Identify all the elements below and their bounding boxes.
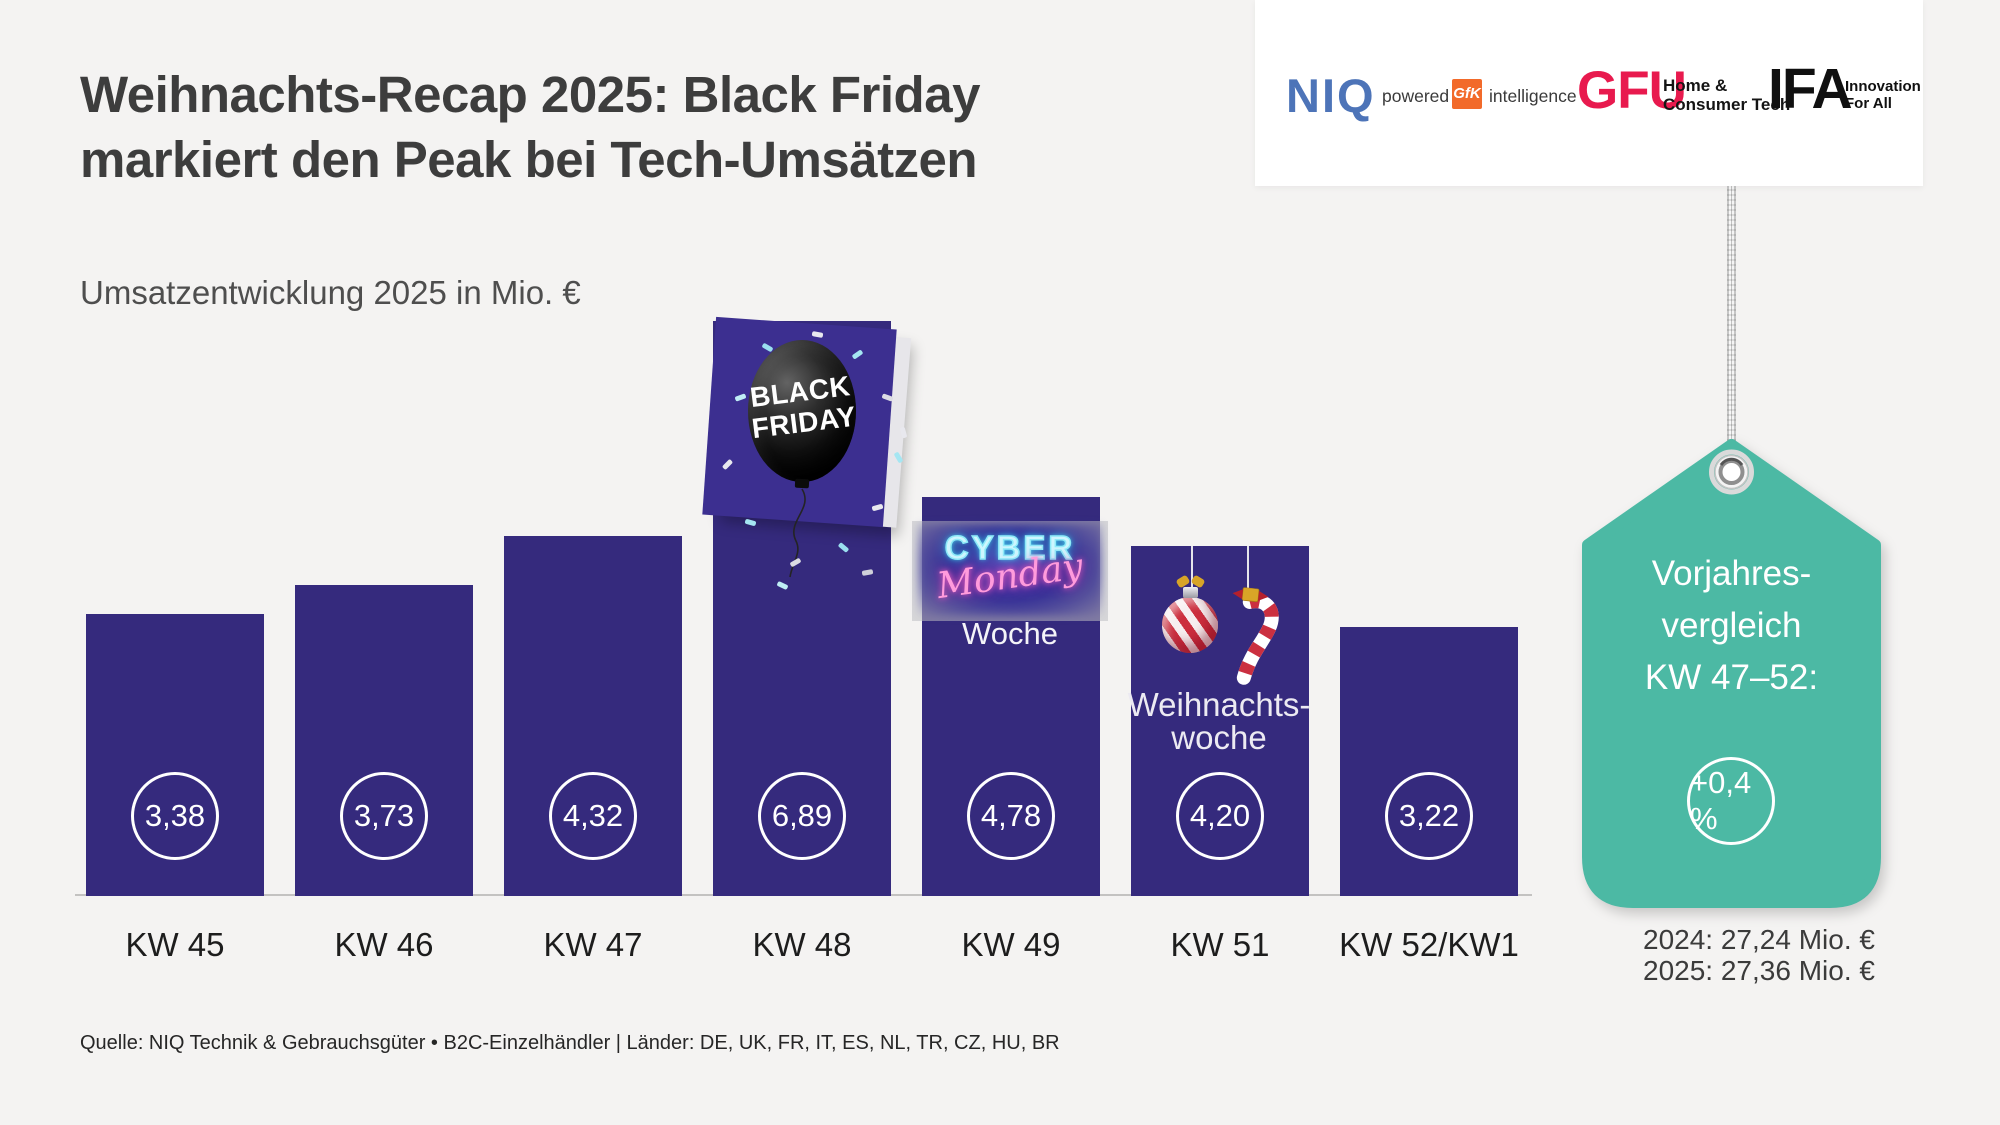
ornament-string-icon: [1191, 546, 1193, 599]
value-label: 6,89: [771, 798, 833, 833]
value-circle: 4,78: [967, 772, 1055, 860]
value-circle: 3,38: [131, 772, 219, 860]
bar-KW 45: 3,38: [86, 614, 264, 896]
value-circle: 3,22: [1385, 772, 1473, 860]
bar-KW 47: 4,32: [504, 536, 682, 896]
value-label: 3,22: [1398, 798, 1460, 833]
niq-logo: NIQ: [1286, 69, 1376, 122]
gfk-logo: GfK: [1452, 79, 1482, 109]
percent-badge: +0,4 %: [1687, 757, 1775, 845]
ornament-string-icon: [1247, 546, 1249, 592]
tag-string-icon: [1727, 184, 1736, 448]
cyber-neon-icon: CYBER: [944, 528, 1076, 567]
year-2025-value: 2025: 27,36 Mio. €: [1643, 955, 1875, 986]
page-title-line2: markiert den Peak bei Tech-Umsätzen: [80, 131, 978, 188]
value-circle: 4,20: [1176, 772, 1264, 860]
page-title: Weihnachts-Recap 2025: Black Friday mark…: [80, 62, 980, 192]
logo-box: NIQ powered by GfK intelligence GFU Home…: [1255, 0, 1923, 186]
gfu-tagline: Home & Consumer Tech: [1663, 76, 1790, 114]
bar-KW 46: 3,73: [295, 585, 473, 896]
black-friday-balloon-icon: BLACK FRIDAY: [748, 340, 858, 482]
gfu-tagline-line2: Consumer Tech: [1663, 95, 1791, 114]
value-circle: 4,32: [549, 772, 637, 860]
category-label: KW 45: [125, 926, 225, 963]
category-label: KW 46: [334, 926, 434, 963]
chart-subtitle: Umsatzentwicklung 2025 in Mio. €: [80, 274, 581, 311]
bar-KW 52/KW1: 3,22: [1340, 627, 1518, 896]
cyber-monday-neon-glow: [918, 524, 1102, 616]
tag-text: Vorjahres- vergleich KW 47–52:: [1588, 548, 1875, 704]
value-circle: 3,73: [340, 772, 428, 860]
source-note: Quelle: NIQ Technik & Gebrauchsgüter • B…: [80, 1032, 1060, 1054]
tag-line1: Vorjahres-: [1651, 554, 1812, 593]
category-label: KW 52/KW1: [1339, 926, 1519, 963]
gfu-logo: GFU: [1577, 61, 1687, 120]
category-label: KW 47: [543, 926, 643, 963]
ifa-tagline: Innovation For All: [1845, 78, 1921, 112]
value-label: 3,73: [353, 798, 415, 833]
value-circle: 6,89: [758, 772, 846, 860]
category-label: KW 48: [752, 926, 852, 963]
weihnachtswoche-label-line2: woche: [1171, 719, 1267, 756]
weihnachtswoche-label-line1: Weihnachts-: [1127, 686, 1311, 723]
value-label: 4,78: [980, 798, 1042, 833]
tag-line2: vergleich: [1661, 606, 1802, 645]
value-label: 4,32: [562, 798, 624, 833]
ifa-tagline-line1: Innovation: [1845, 78, 1921, 95]
tag-line3: KW 47–52:: [1644, 658, 1819, 697]
price-tag-icon: [1582, 439, 1881, 908]
ball-cap-icon: [1183, 587, 1198, 598]
intelligence-label: intelligence: [1489, 86, 1577, 106]
powered-by-label: powered by: [1382, 86, 1473, 106]
category-label: KW 49: [961, 926, 1061, 963]
candy-cane-icon: [1232, 587, 1279, 685]
year-2024-value: 2024: 27,24 Mio. €: [1643, 924, 1875, 955]
black-friday-label: BLACK FRIDAY: [745, 370, 860, 445]
christmas-ball-icon: [1162, 597, 1218, 653]
value-label: 3,38: [144, 798, 206, 833]
gfu-tagline-line1: Home &: [1663, 76, 1728, 95]
bar-KW 51: 4,20: [1131, 546, 1309, 896]
category-label: KW 51: [1170, 926, 1270, 963]
ifa-logo: IFA: [1768, 57, 1853, 121]
ifa-tagline-line2: For All: [1845, 95, 1892, 112]
year-comparison: 2024: 27,24 Mio. € 2025: 27,36 Mio. €: [1643, 924, 1875, 986]
page-title-line1: Weihnachts-Recap 2025: Black Friday: [80, 66, 980, 123]
value-label: 4,20: [1189, 798, 1251, 833]
cyber-woche-label: Woche: [962, 616, 1058, 651]
